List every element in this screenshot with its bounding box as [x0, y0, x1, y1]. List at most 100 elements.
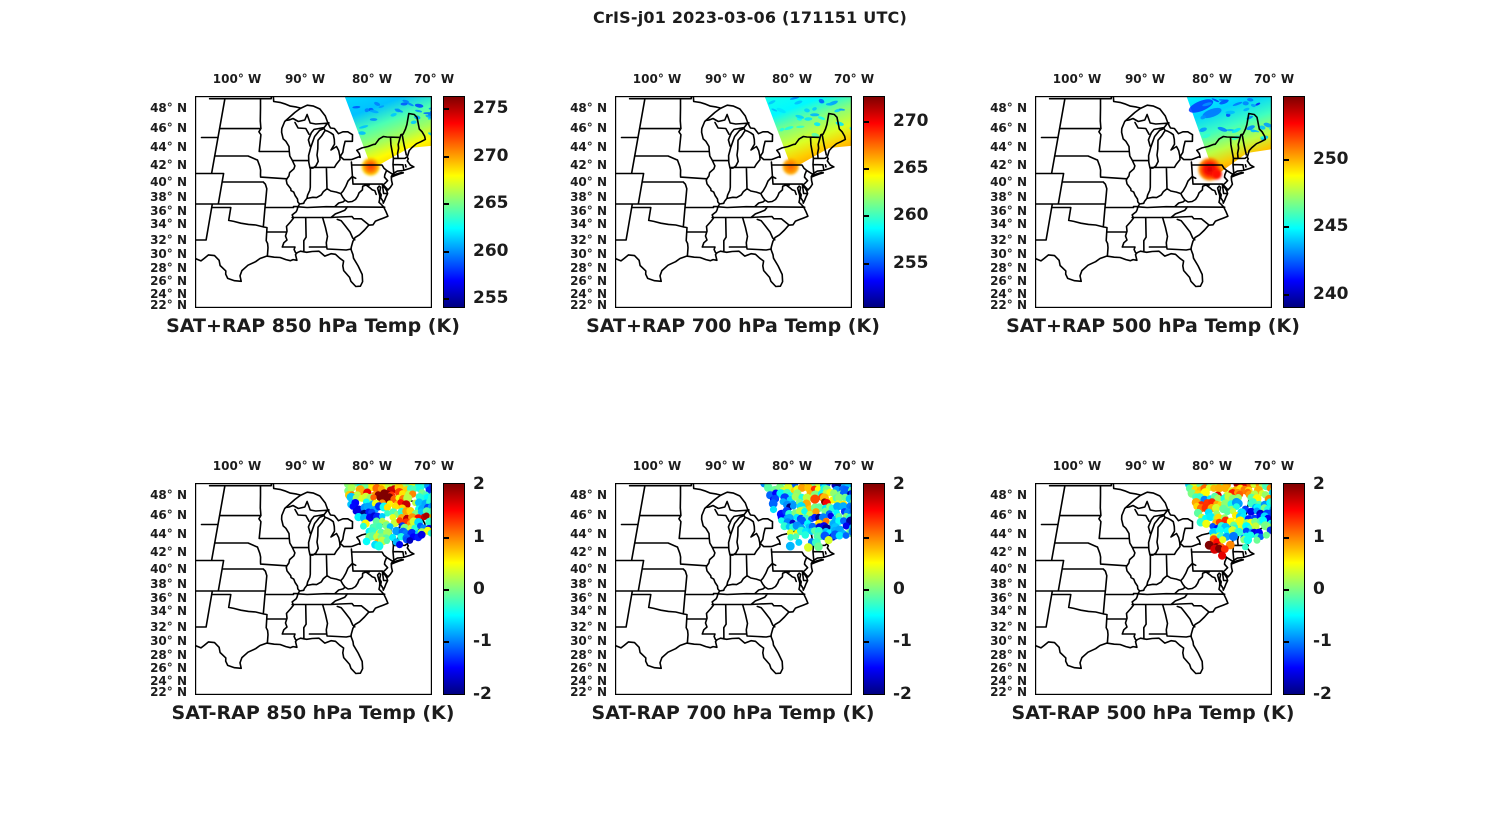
map-frame [195, 483, 432, 695]
lat-tick-label: 34° N [990, 604, 1027, 618]
colorbar-tick [444, 536, 449, 539]
colorbar-tick-label: -1 [473, 631, 492, 652]
panel-title: SAT+RAP 500 hPa Temp (K) [1006, 315, 1300, 337]
colorbar-tick [444, 203, 449, 206]
lon-tick-label: 80° W [771, 72, 813, 86]
lon-tick-label: 80° W [351, 459, 393, 473]
lon-tick-label: 100° W [632, 72, 682, 86]
lat-tick-label: 38° N [570, 190, 607, 204]
map-frame [1035, 96, 1272, 308]
lat-tick-label: 26° N [990, 274, 1027, 288]
lat-tick-label: 24° N [150, 674, 187, 688]
colorbar-tick [1284, 589, 1289, 591]
lat-tick-label: 26° N [990, 661, 1027, 675]
colorbar-tick [1284, 536, 1289, 539]
lat-tick-label: 48° N [150, 101, 187, 115]
us-state-borders [1035, 96, 1267, 288]
colorbar-tick-label: -2 [1313, 683, 1332, 704]
lat-tick-label: 46° N [570, 508, 607, 522]
map-sat_plus_rap_850 [195, 96, 432, 308]
lon-tick-label: 100° W [1052, 459, 1102, 473]
colorbar-tick-label: 250 [1313, 148, 1349, 169]
lat-tick-label: 22° N [570, 298, 607, 312]
colorbar-tick-label: 0 [1313, 579, 1325, 599]
lat-tick-label: 30° N [570, 247, 607, 261]
map-sat_minus_rap_850 [195, 483, 432, 695]
colorbar-tick-label: 260 [473, 240, 509, 261]
lat-tick-label: 34° N [150, 217, 187, 231]
lat-tick-label: 28° N [990, 648, 1027, 662]
lat-tick-label: 38° N [150, 190, 187, 204]
colorbar-tick-label: 270 [473, 145, 509, 166]
map-frame [615, 96, 852, 308]
lon-tick-label: 70° W [413, 72, 455, 86]
lat-tick-label: 40° N [150, 175, 187, 189]
lat-tick-label: 28° N [570, 648, 607, 662]
lat-tick-label: 42° N [990, 158, 1027, 172]
panel-sat_minus_rap_500: 100° W 90° W 80° W 70° W 48° N 46° N 44° N 42° … [970, 442, 1382, 742]
lat-tick-label: 28° N [990, 261, 1027, 275]
lat-tick-label: 22° N [990, 298, 1027, 312]
lat-tick-label: 32° N [570, 233, 607, 247]
colorbar-tick [444, 155, 449, 158]
colorbar-tick [1284, 226, 1289, 229]
colorbar-tick-label: 2 [1313, 474, 1325, 495]
lat-tick-label: 32° N [990, 620, 1027, 634]
lat-tick-label: 22° N [150, 685, 187, 699]
lat-tick-label: 44° N [150, 140, 187, 154]
lat-tick-label: 24° N [990, 674, 1027, 688]
lon-tick-label: 70° W [833, 72, 875, 86]
panel-sat_plus_rap_850: 100° W 90° W 80° W 70° W 48° N 46° N 44° N 42° … [130, 55, 542, 355]
lat-tick-label: 26° N [150, 661, 187, 675]
lat-tick-label: 40° N [570, 562, 607, 576]
colorbar-tick-label: 1 [893, 526, 905, 547]
difference-dots [1185, 484, 1271, 560]
lat-tick-label: 38° N [990, 577, 1027, 591]
colorbar [863, 483, 885, 695]
colorbar-tick [444, 250, 449, 253]
warm-hotspot [782, 158, 799, 175]
panel-title: SAT-RAP 700 hPa Temp (K) [591, 702, 875, 724]
lat-tick-label: 28° N [150, 648, 187, 662]
lat-tick-label: 30° N [150, 247, 187, 261]
colorbar-tick-label: 275 [473, 98, 509, 119]
lat-tick-label: 36° N [150, 591, 187, 605]
lat-tick-label: 44° N [150, 527, 187, 541]
difference-dots [344, 484, 431, 551]
colorbar-tick [444, 298, 449, 301]
colorbar-tick-label: 240 [1313, 284, 1349, 305]
colorbar-tick [864, 589, 869, 591]
lat-tick-label: 22° N [990, 685, 1027, 699]
colorbar-tick [864, 120, 869, 123]
map-area-sat_minus_rap_500 [1035, 483, 1272, 695]
lat-tick-label: 38° N [990, 190, 1027, 204]
colorbar-tick-label: 2 [473, 474, 485, 495]
colorbar-tick [1284, 294, 1289, 297]
lat-tick-label: 32° N [990, 233, 1027, 247]
colorbar-tick-label: 0 [893, 579, 905, 599]
lat-tick-label: 48° N [570, 488, 607, 502]
colorbar-tick-label: 2 [893, 474, 905, 495]
lat-tick-label: 40° N [990, 562, 1027, 576]
satellite-swath [1186, 97, 1271, 181]
us-state-borders [615, 96, 847, 288]
figure-title: CrIS-j01 2023-03-06 (171151 UTC) [592, 8, 908, 27]
lat-tick-label: 22° N [570, 685, 607, 699]
panel-sat_minus_rap_700: 100° W 90° W 80° W 70° W 48° N 46° N 44° N 42° … [550, 442, 962, 742]
lat-tick-label: 24° N [990, 287, 1027, 301]
lat-tick-label: 22° N [150, 298, 187, 312]
lat-tick-label: 24° N [570, 674, 607, 688]
colorbar-tick-label: -1 [1313, 631, 1332, 652]
colorbar-tick [864, 262, 869, 265]
lat-tick-label: 34° N [990, 217, 1027, 231]
lat-tick-label: 26° N [150, 274, 187, 288]
lat-tick-label: 42° N [990, 545, 1027, 559]
map-area-sat_minus_rap_850 [195, 483, 432, 695]
lat-tick-label: 40° N [570, 175, 607, 189]
lat-tick-label: 32° N [150, 233, 187, 247]
lon-tick-label: 90° W [704, 72, 746, 86]
lon-tick-label: 90° W [1124, 459, 1166, 473]
lat-tick-label: 44° N [570, 527, 607, 541]
map-area-sat_plus_rap_850 [195, 96, 432, 308]
map-area-sat_plus_rap_700 [615, 96, 852, 308]
